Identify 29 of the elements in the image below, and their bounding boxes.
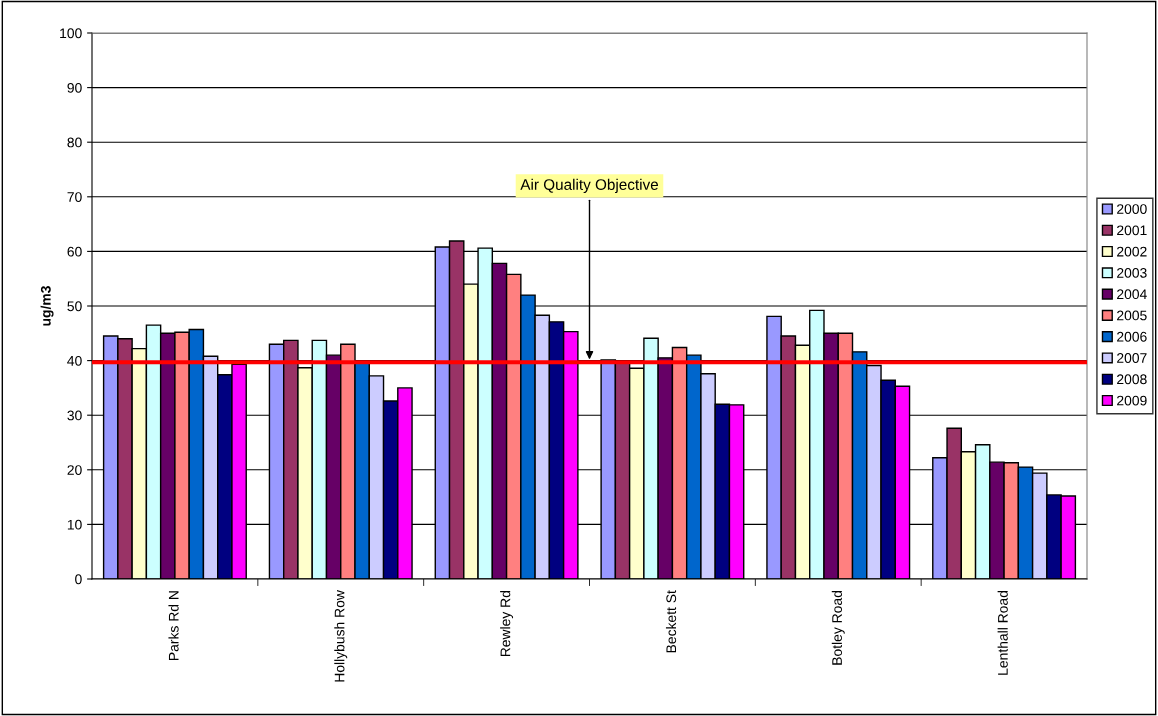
- legend-label: 2001: [1117, 225, 1147, 236]
- x-tick-label: Beckett St: [665, 590, 677, 653]
- y-tick-label: 80: [67, 137, 82, 148]
- x-tick-label: Parks Rd N: [168, 591, 179, 660]
- x-tick-label: Botley Road: [831, 591, 845, 665]
- y-tick-label: 40: [67, 355, 82, 366]
- y-tick-label: 10: [67, 519, 82, 530]
- y-tick-label: 30: [67, 410, 82, 421]
- y-tick-label: 90: [67, 82, 82, 93]
- y-tick-label: 20: [67, 465, 82, 475]
- y-axis-title: ug/m3: [40, 286, 54, 326]
- legend-label: 2000: [1117, 204, 1147, 214]
- x-tick-label: Lenthall Road: [997, 591, 1008, 675]
- legend-label: 2008: [1117, 374, 1147, 385]
- y-tick-label: 0: [75, 574, 82, 585]
- y-tick-label: 60: [67, 246, 82, 257]
- x-tick-label: Rewley Rd: [500, 591, 514, 657]
- legend-label: 2002: [1117, 246, 1147, 257]
- legend-label: 2003: [1117, 267, 1147, 278]
- x-tick-label: Hollybush Row: [334, 590, 348, 682]
- y-tick-label: 50: [67, 301, 82, 312]
- legend-label: 2005: [1117, 310, 1147, 321]
- legend-label: 2007: [1117, 353, 1147, 363]
- legend-label: 2004: [1117, 289, 1147, 300]
- legend-label: 2006: [1117, 331, 1147, 342]
- legend-label: 2009: [1117, 395, 1147, 406]
- y-tick-label: 100: [60, 28, 82, 39]
- annotation: Air Quality Objective: [520, 178, 659, 193]
- y-tick-label: 70: [67, 192, 82, 202]
